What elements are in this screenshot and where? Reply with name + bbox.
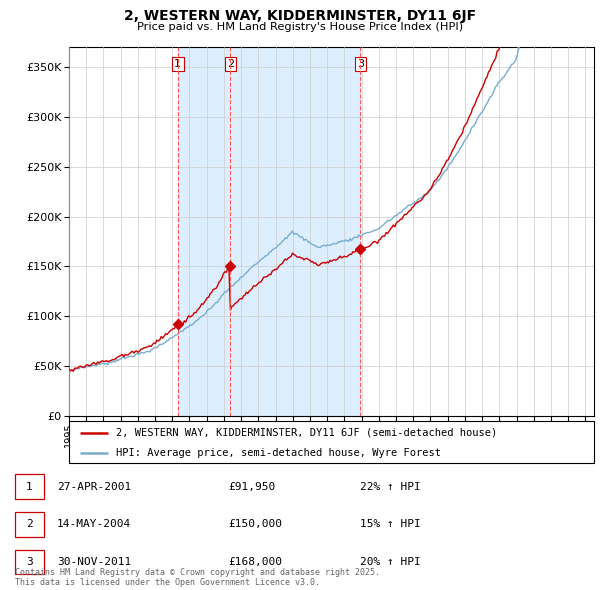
Bar [230, 47, 360, 416]
Text: £150,000: £150,000 [228, 519, 282, 529]
Text: 2: 2 [26, 519, 33, 529]
Text: 2, WESTERN WAY, KIDDERMINSTER, DY11 6JF (semi-detached house): 2, WESTERN WAY, KIDDERMINSTER, DY11 6JF … [116, 428, 497, 438]
Text: 1: 1 [26, 481, 33, 491]
Text: 1: 1 [174, 59, 181, 69]
Text: 14-MAY-2004: 14-MAY-2004 [57, 519, 131, 529]
Text: 15% ↑ HPI: 15% ↑ HPI [360, 519, 421, 529]
Text: 3: 3 [26, 557, 33, 567]
Text: 2, WESTERN WAY, KIDDERMINSTER, DY11 6JF: 2, WESTERN WAY, KIDDERMINSTER, DY11 6JF [124, 9, 476, 23]
Bar [178, 47, 230, 416]
Text: 22% ↑ HPI: 22% ↑ HPI [360, 481, 421, 491]
Text: Price paid vs. HM Land Registry's House Price Index (HPI): Price paid vs. HM Land Registry's House … [137, 22, 463, 32]
Text: Contains HM Land Registry data © Crown copyright and database right 2025.
This d: Contains HM Land Registry data © Crown c… [15, 568, 380, 587]
Text: 3: 3 [357, 59, 364, 69]
Text: HPI: Average price, semi-detached house, Wyre Forest: HPI: Average price, semi-detached house,… [116, 448, 441, 457]
Text: 30-NOV-2011: 30-NOV-2011 [57, 557, 131, 567]
Text: 2: 2 [227, 59, 234, 69]
Text: 20% ↑ HPI: 20% ↑ HPI [360, 557, 421, 567]
Text: 27-APR-2001: 27-APR-2001 [57, 481, 131, 491]
Text: £91,950: £91,950 [228, 481, 275, 491]
Text: £168,000: £168,000 [228, 557, 282, 567]
